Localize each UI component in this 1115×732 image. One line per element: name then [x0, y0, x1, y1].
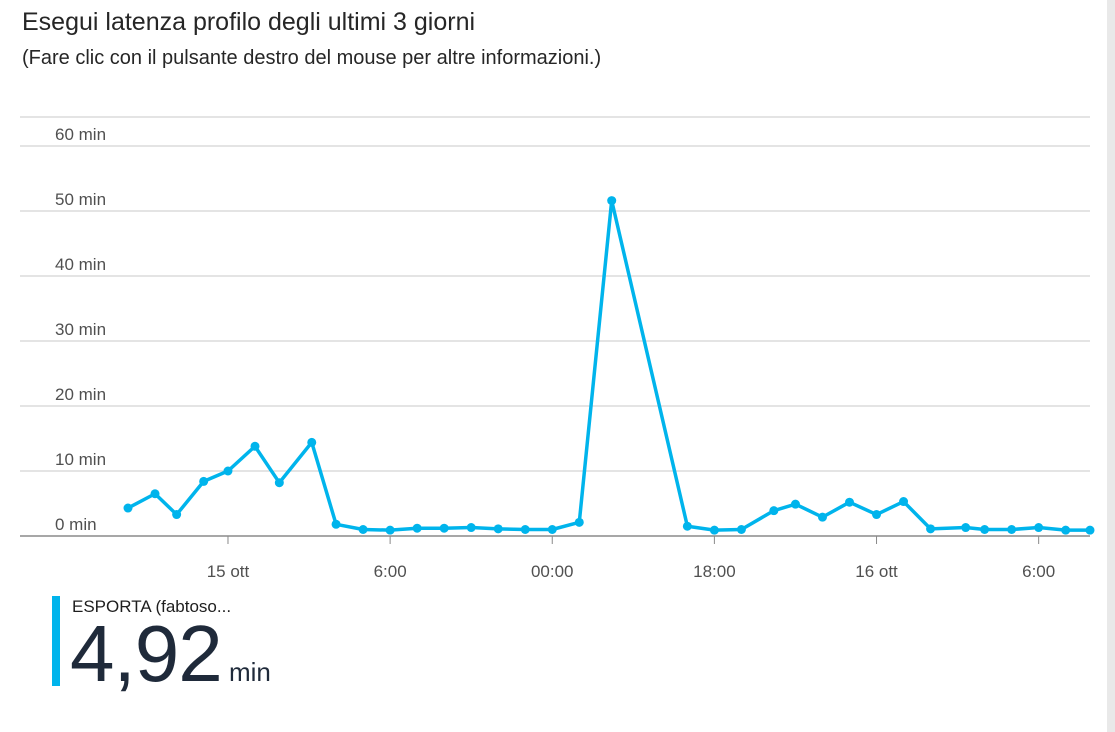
gridlines — [20, 116, 1090, 537]
vertical-scrollbar[interactable] — [1107, 0, 1115, 732]
data-point[interactable] — [150, 489, 160, 499]
x-tick-label: 15 ott — [207, 562, 250, 581]
data-point[interactable] — [123, 503, 133, 513]
data-point[interactable] — [493, 524, 503, 534]
legend-latest-value: 4,92 — [70, 609, 223, 698]
data-point[interactable] — [358, 525, 368, 534]
data-point[interactable] — [872, 510, 882, 520]
data-point[interactable] — [250, 441, 260, 451]
series-line — [127, 198, 1090, 532]
data-point[interactable] — [172, 510, 182, 520]
data-point[interactable] — [1034, 523, 1044, 533]
data-point[interactable] — [307, 437, 317, 447]
data-point[interactable] — [331, 519, 341, 529]
y-tick-label: 30 min — [55, 320, 106, 339]
legend-color-bar — [52, 596, 60, 686]
data-point[interactable] — [274, 478, 284, 488]
chart-title: Esegui latenza profilo degli ultimi 3 gi… — [22, 8, 476, 36]
legend-unit: min — [229, 657, 271, 687]
y-tick-label: 40 min — [55, 255, 106, 274]
y-tick-label: 10 min — [55, 450, 106, 469]
data-point[interactable] — [574, 517, 584, 527]
data-point[interactable] — [926, 524, 936, 534]
latency-line-chart[interactable]: 0 min 10 min 20 min 30 min 40 min 50 min 60 mi… — [0, 0, 1115, 600]
x-tick-label: 18:00 — [693, 562, 736, 581]
data-point[interactable] — [466, 523, 476, 533]
data-point[interactable] — [980, 525, 990, 534]
data-point[interactable] — [439, 523, 449, 533]
data-point[interactable] — [769, 506, 779, 516]
data-point[interactable] — [845, 497, 854, 507]
y-axis-ticks: 0 min 10 min 20 min 30 min 40 min 50 min 60 mi… — [55, 125, 106, 534]
legend-series-name[interactable]: ESPORTA (fabtoso... — [72, 597, 232, 616]
y-tick-label: 60 min — [55, 125, 106, 144]
data-point[interactable] — [1061, 525, 1071, 535]
data-point[interactable] — [817, 512, 827, 522]
data-point[interactable] — [961, 523, 971, 533]
data-point[interactable] — [520, 525, 530, 534]
data-point[interactable] — [790, 499, 800, 509]
y-tick-label: 20 min — [55, 385, 106, 404]
data-point[interactable] — [199, 476, 209, 486]
x-tick-label: 00:00 — [531, 562, 574, 581]
data-point[interactable] — [1007, 525, 1017, 534]
data-point[interactable] — [223, 466, 233, 476]
x-axis-ticks: 15 ott 6:00 00:00 18:00 16 ott 6:00 — [207, 536, 1055, 581]
y-tick-label: 0 min — [55, 515, 97, 534]
y-tick-label: 50 min — [55, 190, 106, 209]
chart-subtitle: (Fare clic con il pulsante destro del mo… — [22, 47, 602, 69]
series-esporta[interactable] — [123, 196, 1095, 535]
data-point[interactable] — [899, 497, 909, 507]
data-point[interactable] — [385, 525, 395, 535]
x-tick-label: 16 ott — [855, 562, 898, 581]
data-point[interactable] — [709, 525, 719, 535]
data-point[interactable] — [412, 523, 422, 533]
data-point[interactable] — [607, 196, 617, 206]
x-tick-label: 6:00 — [1022, 562, 1055, 581]
data-point[interactable] — [736, 525, 746, 534]
x-tick-label: 6:00 — [374, 562, 407, 581]
data-point[interactable] — [1085, 525, 1095, 535]
data-point[interactable] — [547, 525, 557, 534]
data-point[interactable] — [682, 521, 692, 531]
